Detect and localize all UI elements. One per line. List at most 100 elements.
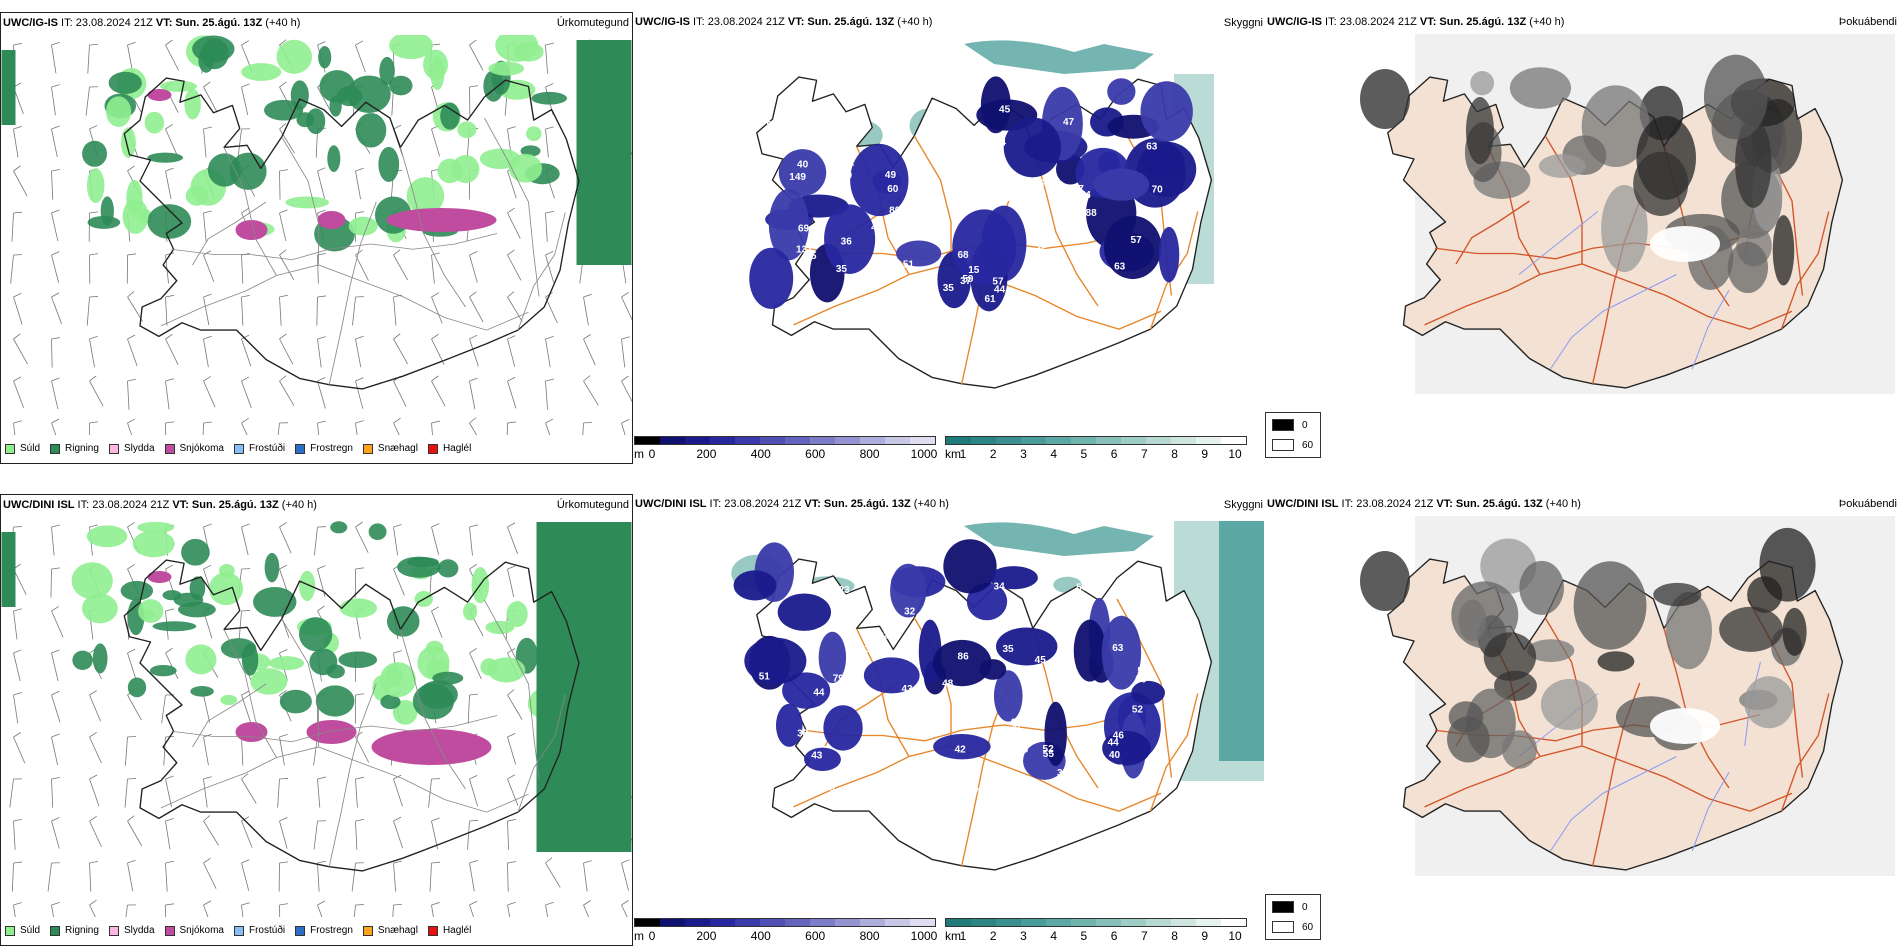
ceiling-value-label: 80 bbox=[889, 205, 901, 216]
cloud-ceiling-areas bbox=[733, 539, 1165, 780]
legend-item: Haglél bbox=[427, 443, 472, 454]
fog-panel-bottom: UWC/DINI ISL IT: 23.08.2024 21Z VT: Sun.… bbox=[1265, 494, 1900, 946]
colorbar-tick: 800 bbox=[859, 929, 880, 943]
ceiling-value-label: 76 bbox=[1017, 744, 1029, 755]
ceiling-value-label: 63 bbox=[1114, 261, 1126, 272]
legend-swatch bbox=[295, 443, 306, 454]
ceiling-value-label: 149 bbox=[789, 172, 806, 183]
colorbar-tick: 6 bbox=[1110, 447, 1118, 461]
colorbar-tick: 4 bbox=[1050, 447, 1057, 461]
precip-legend: Súld Rigning Slydda Snjókoma Frostúði Frostre… bbox=[5, 925, 471, 936]
legend-item: Snjókoma bbox=[164, 925, 224, 936]
colorbar-tick: 2 bbox=[989, 447, 997, 461]
ceiling-value-label: 60 bbox=[887, 184, 899, 195]
colorbar-tick: 800 bbox=[859, 447, 880, 461]
precip-legend: Súld Rigning Slydda Snjókoma Frostúði Frostre… bbox=[5, 443, 471, 454]
ceiling-value-label: 60 bbox=[1053, 263, 1065, 274]
fog-index-areas bbox=[1360, 54, 1803, 294]
legend-swatch bbox=[5, 443, 15, 454]
ceiling-value-label: 36 bbox=[842, 618, 854, 629]
ceiling-value-label: 46 bbox=[1124, 600, 1136, 611]
ceiling-value-label: 131 bbox=[796, 245, 813, 256]
colorbar-tick: 1000 bbox=[910, 447, 938, 461]
legend-label: Frostregn bbox=[310, 925, 353, 936]
legend-swatch bbox=[233, 925, 244, 936]
colorbar-tick: 8 bbox=[1171, 447, 1178, 461]
ceiling-value-label: 44 bbox=[1108, 738, 1120, 749]
ceiling-value-label: 48 bbox=[942, 679, 954, 690]
fog-legend-swatch bbox=[1272, 921, 1294, 933]
ceiling-value-label: 34 bbox=[994, 581, 1006, 592]
ceiling-value-label: 43 bbox=[811, 750, 823, 761]
colorbar-tick: 10 bbox=[1228, 929, 1242, 943]
ceiling-value-label: 31 bbox=[1078, 233, 1090, 244]
legend-item: Súld bbox=[5, 925, 40, 936]
ceiling-value-label: 47 bbox=[922, 225, 934, 236]
colorbar-tick: 9 bbox=[1201, 447, 1209, 461]
legend-label: Snjókoma bbox=[179, 443, 224, 454]
ceiling-value-label: 58 bbox=[1009, 720, 1021, 731]
ceiling-value-label: 44 bbox=[920, 207, 932, 218]
fog-panel-top: UWC/IG-IS IT: 23.08.2024 21Z VT: Sun. 25… bbox=[1265, 12, 1900, 464]
colorbar-unit: km bbox=[945, 447, 961, 461]
precip-map bbox=[1, 35, 632, 435]
legend-label: Snjókoma bbox=[179, 925, 224, 936]
legend-swatch bbox=[164, 925, 175, 936]
legend-item: Slydda bbox=[108, 443, 155, 454]
colorbar-tick: 1 bbox=[959, 929, 967, 943]
ceiling-value-label: 57 bbox=[788, 142, 800, 153]
ceiling-value-label: 44 bbox=[994, 284, 1006, 295]
fog-legend-item: 60 bbox=[1272, 439, 1313, 451]
fog-legend-item: 60 bbox=[1272, 921, 1313, 933]
ceiling-value-label: 41 bbox=[912, 148, 924, 159]
colorbar-tick: 7 bbox=[1140, 929, 1148, 943]
ceiling-value-label: 50 bbox=[1076, 583, 1088, 594]
legend-swatch bbox=[362, 925, 373, 936]
colorbar-unit: m bbox=[634, 929, 644, 943]
ceiling-value-label: 57 bbox=[1131, 235, 1143, 246]
ceiling-value-label: 81 bbox=[1158, 665, 1170, 676]
ceiling-value-label: 55 bbox=[805, 251, 817, 262]
ceiling-colorbar: m 0 200 400 600 800 1000 bbox=[634, 436, 938, 464]
ceiling-value-label: 47 bbox=[797, 303, 809, 314]
legend-item: Haglél bbox=[427, 925, 472, 936]
ceiling-value-label: 47 bbox=[871, 222, 883, 233]
ceiling-value-label: 37 bbox=[936, 718, 948, 729]
legend-label: Haglél bbox=[442, 443, 472, 454]
legend-label: Slydda bbox=[123, 925, 155, 936]
ceiling-value-label: 56 bbox=[979, 170, 991, 181]
ceiling-value-label: 57 bbox=[992, 276, 1004, 287]
precip-areas bbox=[1, 521, 632, 852]
ceiling-value-label: 37 bbox=[960, 276, 972, 287]
legend-label: Frostregn bbox=[310, 443, 353, 454]
precip-panel-bottom: UWC/DINI ISL IT: 23.08.2024 21Z VT: Sun.… bbox=[0, 494, 633, 946]
ceiling-value-label: 67 bbox=[1112, 764, 1124, 775]
colorbar-tick: 7 bbox=[1140, 447, 1148, 461]
legend-label: Súld bbox=[20, 443, 41, 454]
ceiling-value-label: 38 bbox=[824, 783, 836, 794]
legend-label: Slydda bbox=[123, 443, 155, 454]
ceiling-value-label: 178 bbox=[911, 92, 928, 103]
ceiling-value-label: 53 bbox=[886, 125, 898, 136]
fog-legend: 0 60 bbox=[1265, 412, 1321, 458]
colorbar-strip bbox=[945, 918, 1247, 927]
colorbar-unit: km bbox=[945, 929, 961, 943]
legend-item: Snæhagl bbox=[362, 443, 418, 454]
colorbar-tick: 0 bbox=[648, 447, 656, 461]
fog-legend-swatch bbox=[1272, 439, 1294, 451]
ceiling-value-label: 52 bbox=[1043, 744, 1055, 755]
ceiling-value-label: 32 bbox=[878, 630, 890, 641]
ceiling-value-label: 59 bbox=[1030, 783, 1042, 794]
ceiling-value-label: 62 bbox=[865, 271, 877, 282]
ceiling-value-label: 70 bbox=[1152, 184, 1164, 195]
ceiling-colorbar: m 0 200 400 600 800 1000 bbox=[634, 918, 937, 946]
colorbar-tick: 5 bbox=[1080, 929, 1088, 943]
snow-area bbox=[147, 571, 492, 765]
ceiling-value-label: 40 bbox=[797, 160, 809, 171]
ceiling-value-label: 49 bbox=[885, 170, 897, 181]
legend-label: Haglél bbox=[442, 925, 472, 936]
ceiling-value-label: 43 bbox=[902, 684, 914, 695]
ceiling-value-label: 43 bbox=[859, 644, 871, 655]
legend-label: Snæhagl bbox=[377, 925, 418, 936]
fog-index-title: Þokuábendi bbox=[1838, 498, 1897, 510]
